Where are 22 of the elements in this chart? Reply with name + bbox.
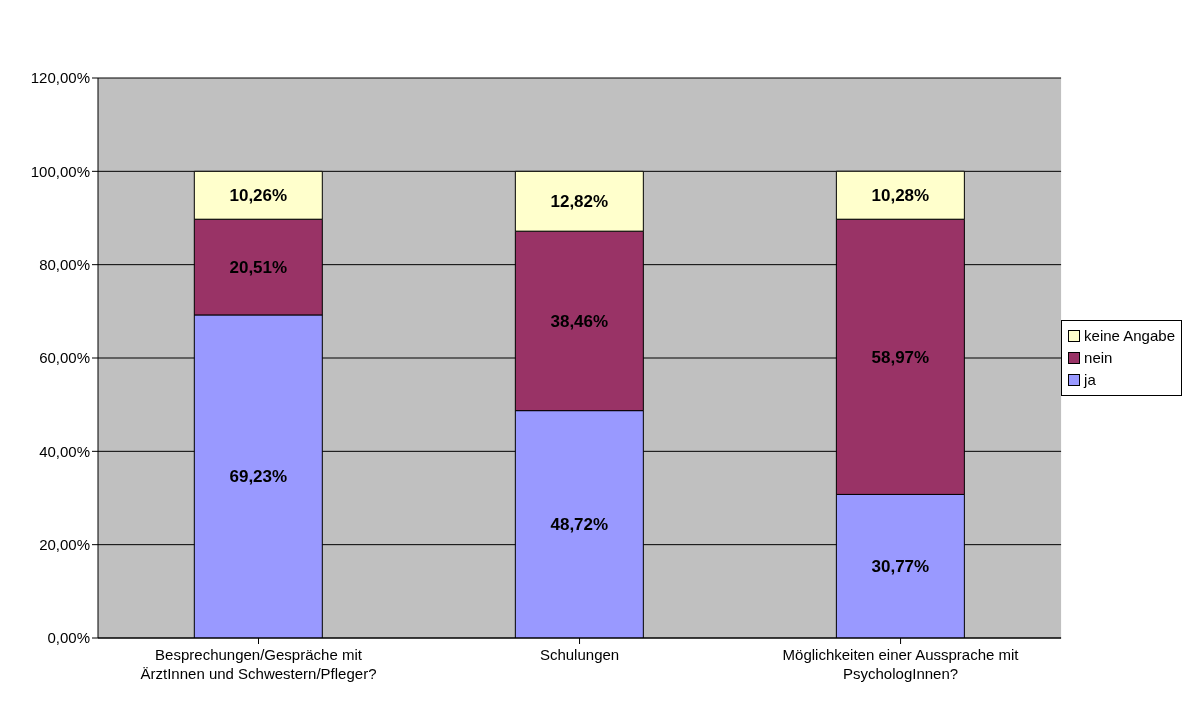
data-label: 69,23% [229, 467, 288, 487]
y-tick-label: 100,00% [30, 162, 90, 180]
legend-label: keine Angabe [1084, 326, 1175, 346]
x-tick-label: Besprechungen/Gespräche mit ÄrztInnen und Schwestern/Pfleger? [140, 646, 377, 682]
y-tick-label: 20,00% [39, 535, 90, 553]
legend-label: ja [1084, 370, 1096, 390]
legend-label: nein [1084, 348, 1113, 368]
data-label: 58,97% [871, 347, 930, 367]
data-label: 38,46% [550, 311, 609, 331]
data-label: 48,72% [550, 515, 609, 535]
x-tick-label: Möglichkeiten einer Aussprache mit PsychologInnen? [782, 646, 1020, 682]
y-tick-label: 40,00% [39, 442, 90, 460]
data-label: 12,82% [550, 192, 609, 212]
y-tick-label: 0,00% [47, 629, 90, 647]
x-tick-label: Schulungen [539, 646, 620, 663]
data-label: 10,28% [871, 186, 930, 206]
data-label: 30,77% [871, 557, 930, 577]
y-tick-label: 120,00% [30, 69, 90, 87]
y-tick-label: 60,00% [39, 349, 90, 367]
data-label: 10,26% [229, 186, 288, 206]
data-label: 20,51% [229, 258, 288, 278]
y-tick-label: 80,00% [39, 255, 90, 273]
